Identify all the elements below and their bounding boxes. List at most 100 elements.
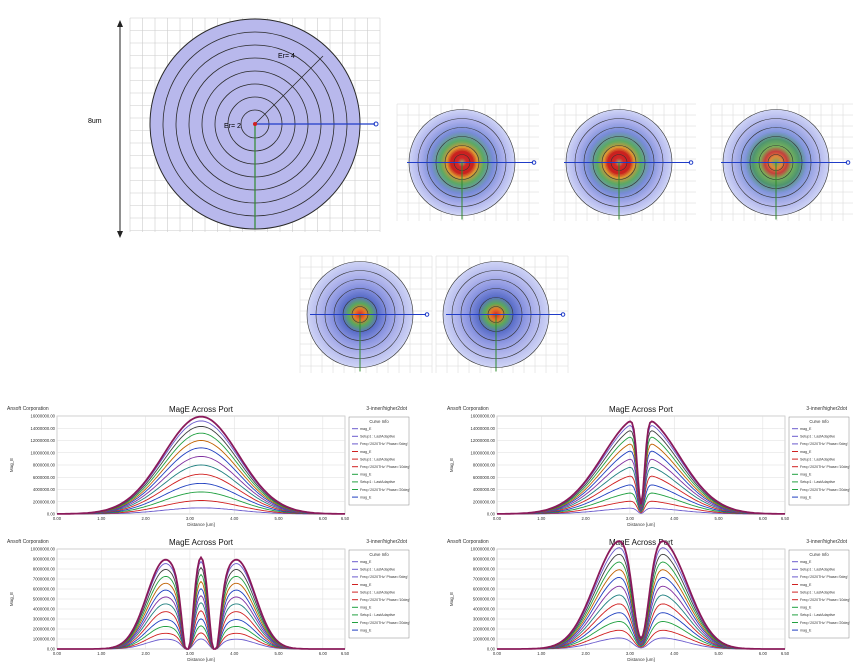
legend-entry: mag_E bbox=[800, 560, 812, 564]
ring-label-outer: Er= 4 bbox=[278, 53, 295, 60]
x-tick-label: 4.00 bbox=[670, 516, 679, 521]
x-tick-label: 5.00 bbox=[714, 516, 723, 521]
legend-entry: Setup1 : LastAdaptive bbox=[800, 613, 835, 617]
x-axis-label: Distance [um] bbox=[627, 522, 655, 527]
x-tick-label: 4.00 bbox=[230, 516, 239, 521]
y-tick-label: 16000000.00 bbox=[471, 414, 496, 419]
y-tick-label: 6000000.00 bbox=[33, 475, 56, 480]
x-tick-label: 5.00 bbox=[714, 651, 723, 656]
legend-entry: Setup1 : LastAdaptive bbox=[360, 435, 395, 439]
legend-entry: Setup1 : LastAdaptive bbox=[360, 613, 395, 617]
legend-entry: Freq='2020THz' Phase='20deg' bbox=[360, 621, 410, 625]
legend-entry: Freq='2020THz' Phase='10deg' bbox=[360, 465, 410, 469]
legend-entry: mag_E bbox=[800, 628, 812, 632]
y-tick-label: 1000000.00 bbox=[33, 637, 56, 642]
legend-title: Curve Info bbox=[809, 552, 829, 557]
y-tick-label: 6000000.00 bbox=[473, 475, 496, 480]
legend-entry: Freq='2020THz' Phase='0deg' bbox=[800, 575, 848, 579]
x-tick-label: 1.00 bbox=[537, 651, 546, 656]
y-tick-label: 7000000.00 bbox=[473, 577, 496, 582]
legend-entry: Setup1 : LastAdaptive bbox=[800, 457, 835, 461]
y-tick-label: 9000000.00 bbox=[33, 557, 56, 562]
company-label: Ansoft Corporation bbox=[447, 406, 489, 412]
company-label: Ansoft Corporation bbox=[7, 539, 49, 545]
map-axis-end bbox=[845, 160, 851, 165]
legend-entry: mag_E bbox=[360, 427, 372, 431]
map-axis-end bbox=[688, 160, 694, 165]
y-tick-label: 8000000.00 bbox=[473, 463, 496, 468]
legend-entry: Setup1 : LastAdaptive bbox=[800, 568, 835, 572]
x-tick-label: 6.50 bbox=[341, 651, 350, 656]
y-tick-label: 0.00 bbox=[487, 512, 496, 517]
legend-entry: Freq='2020THz' Phase='0deg' bbox=[360, 442, 408, 446]
y-tick-label: 8000000.00 bbox=[33, 567, 56, 572]
legend-entry: mag_E bbox=[360, 606, 372, 610]
y-tick-label: 12000000.00 bbox=[471, 438, 496, 443]
y-tick-label: 6000000.00 bbox=[33, 587, 56, 592]
map-axis-end bbox=[424, 312, 430, 317]
x-tick-label: 5.00 bbox=[274, 651, 283, 656]
x-tick-label: 3.00 bbox=[626, 516, 635, 521]
y-axis-label: Mag_E bbox=[449, 458, 454, 472]
x-tick-label: 1.00 bbox=[97, 516, 106, 521]
y-tick-label: 5000000.00 bbox=[473, 597, 496, 602]
legend-entry: mag_E bbox=[360, 495, 372, 499]
series-line bbox=[497, 420, 785, 515]
y-tick-label: 10000000.00 bbox=[31, 547, 56, 552]
legend-entry: Freq='2020THz' Phase='20deg' bbox=[800, 621, 850, 625]
y-tick-label: 12000000.00 bbox=[31, 438, 56, 443]
x-tick-label: 6.00 bbox=[319, 516, 328, 521]
x-axis-label: Distance [um] bbox=[187, 657, 215, 662]
legend-entry: Freq='2020THz' Phase='10deg' bbox=[360, 598, 410, 602]
mage-chart-bottom-right: Ansoft Corporation MagE Across Port 3-inne… bbox=[445, 535, 855, 665]
x-tick-label: 0.00 bbox=[493, 516, 502, 521]
legend-entry: mag_E bbox=[800, 606, 812, 610]
mage-chart-bottom-left: Ansoft Corporation MagE Across Port 3-inne… bbox=[5, 535, 415, 665]
legend-entry: Setup1 : LastAdaptive bbox=[360, 457, 395, 461]
legend-entry: Freq='2020THz' Phase='0deg' bbox=[360, 575, 408, 579]
x-axis-label: Distance [um] bbox=[187, 522, 215, 527]
project-label: 3-inner/higher2dot bbox=[806, 406, 847, 412]
y-tick-label: 10000000.00 bbox=[471, 450, 496, 455]
ring-label-inner: Er= 2 bbox=[224, 123, 241, 130]
x-axis-label: Distance [um] bbox=[627, 657, 655, 662]
y-tick-label: 9000000.00 bbox=[473, 557, 496, 562]
y-axis-label: Mag_E bbox=[449, 592, 454, 606]
legend-title: Curve Info bbox=[809, 419, 829, 424]
height-label: 8um bbox=[88, 118, 102, 125]
x-tick-label: 4.00 bbox=[670, 651, 679, 656]
legend-box bbox=[788, 416, 850, 506]
chart-title: MagE Across Port bbox=[609, 405, 674, 414]
y-tick-label: 0.00 bbox=[487, 647, 496, 652]
legend-entry: mag_E bbox=[360, 450, 372, 454]
legend-entry: mag_E bbox=[800, 473, 812, 477]
legend-entry: Freq='2020THz' Phase='0deg' bbox=[800, 442, 848, 446]
legend-entry: Setup1 : LastAdaptive bbox=[360, 568, 395, 572]
y-tick-label: 14000000.00 bbox=[471, 426, 496, 431]
y-tick-label: 2000000.00 bbox=[473, 499, 496, 504]
y-tick-label: 8000000.00 bbox=[33, 463, 56, 468]
legend-entry: Setup1 : LastAdaptive bbox=[800, 435, 835, 439]
y-tick-label: 8000000.00 bbox=[473, 567, 496, 572]
x-tick-label: 0.00 bbox=[53, 516, 62, 521]
fiber-disk bbox=[149, 18, 379, 230]
x-tick-label: 6.50 bbox=[341, 516, 350, 521]
mode-map-2 bbox=[553, 103, 696, 221]
x-tick-label: 6.50 bbox=[781, 516, 790, 521]
legend-entry: Freq='2020THz' Phase='10deg' bbox=[800, 598, 850, 602]
chart-title: MagE Across Port bbox=[169, 405, 234, 414]
mode-map-4 bbox=[299, 255, 433, 373]
project-label: 3-inner/higher2dot bbox=[366, 539, 407, 545]
legend-entry: mag_E bbox=[800, 583, 812, 587]
legend-entry: Setup1 : LastAdaptive bbox=[360, 480, 395, 484]
y-tick-label: 0.00 bbox=[47, 647, 56, 652]
y-tick-label: 2000000.00 bbox=[33, 627, 56, 632]
mode-map-3 bbox=[710, 103, 853, 221]
x-tick-label: 1.00 bbox=[97, 651, 106, 656]
height-arrow-bottom bbox=[117, 231, 123, 238]
company-label: Ansoft Corporation bbox=[447, 539, 489, 545]
y-tick-label: 10000000.00 bbox=[31, 450, 56, 455]
y-tick-label: 4000000.00 bbox=[473, 607, 496, 612]
x-tick-label: 6.00 bbox=[759, 516, 768, 521]
y-tick-label: 0.00 bbox=[47, 512, 56, 517]
